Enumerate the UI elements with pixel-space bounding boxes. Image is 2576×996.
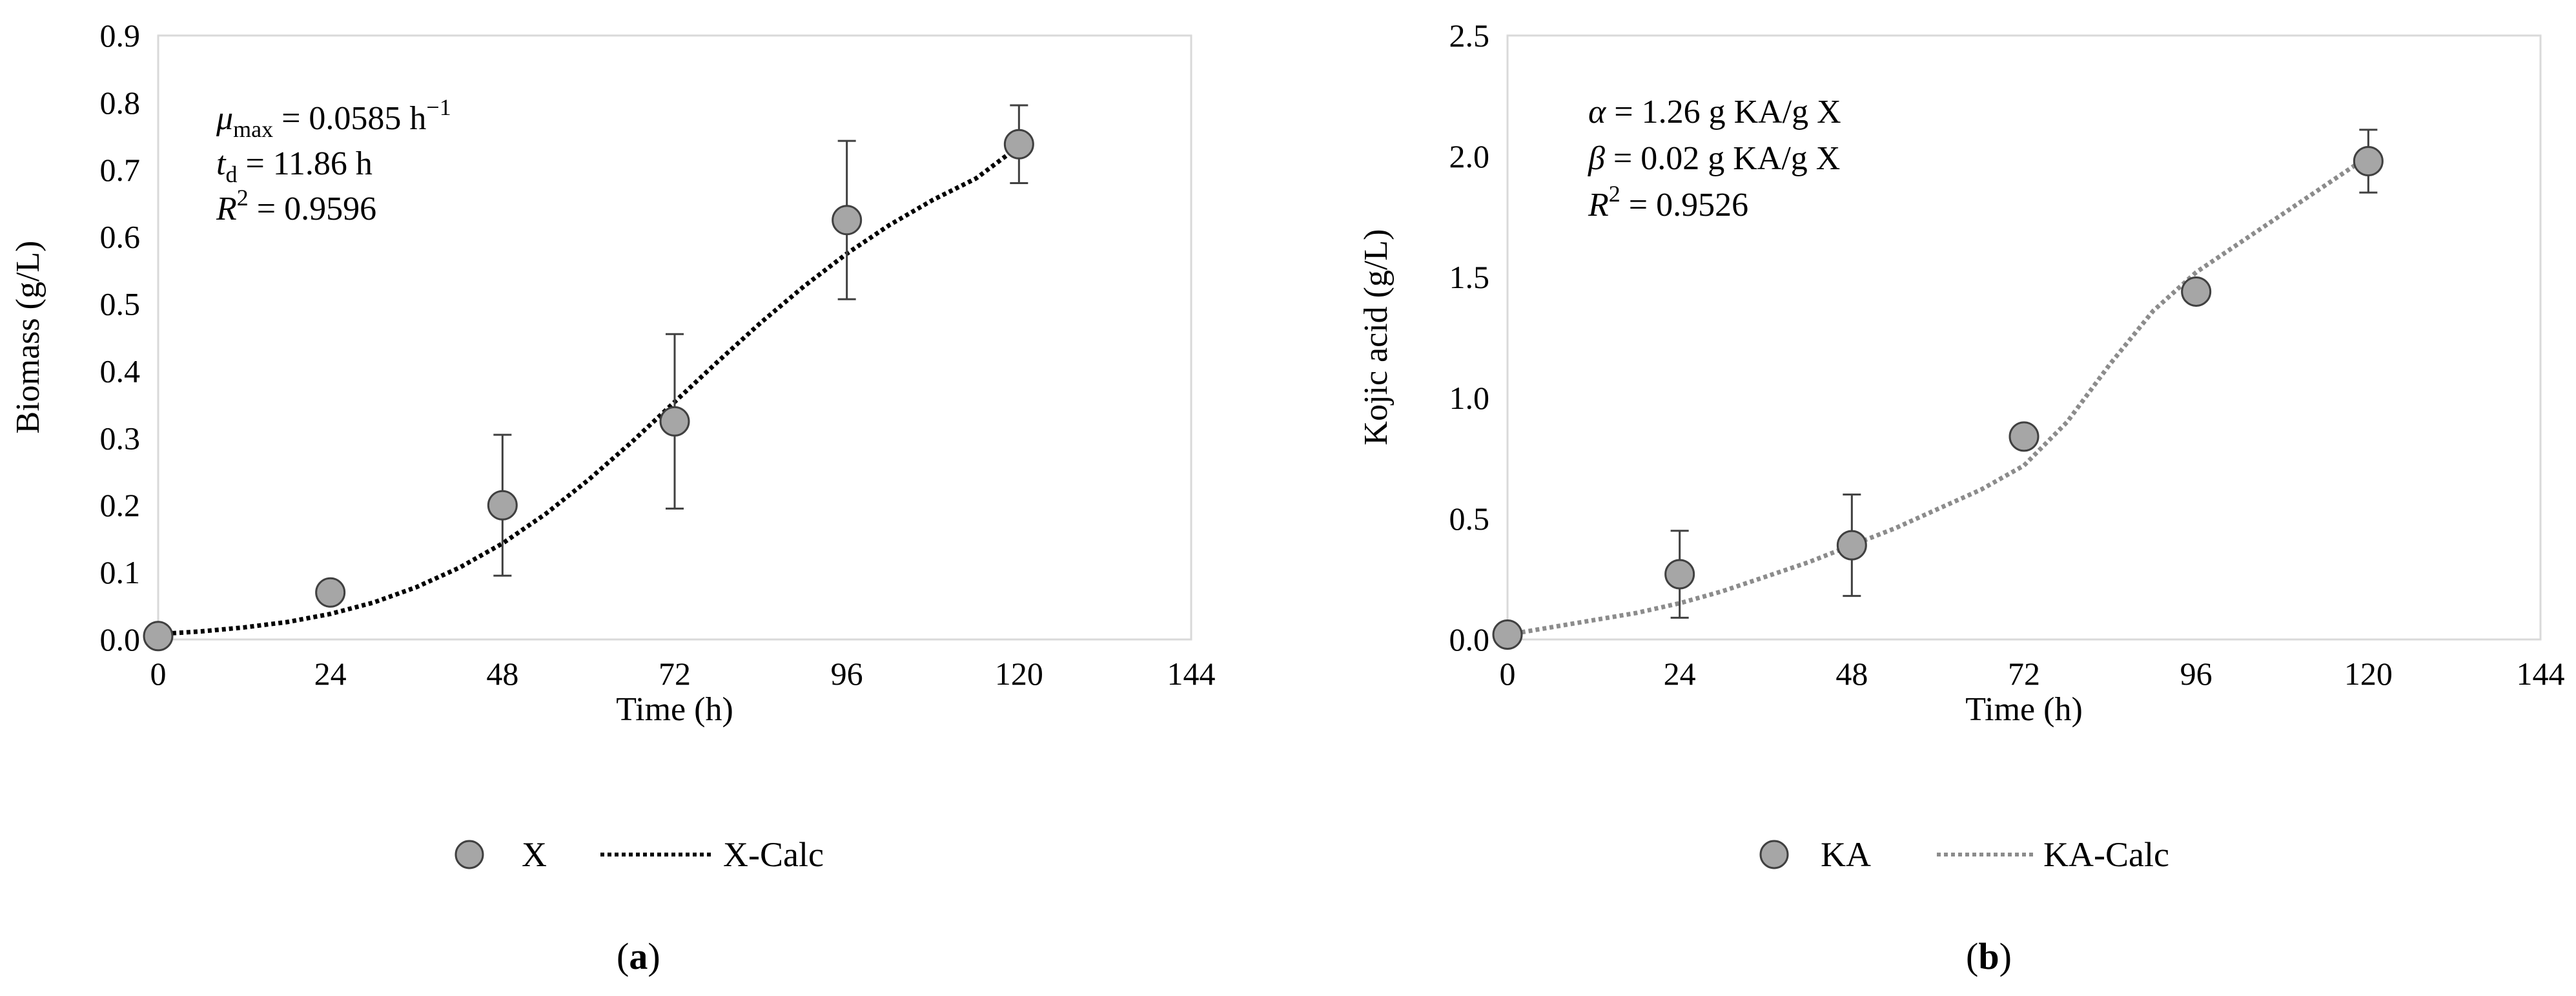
- fit-annotation: α = 1.26 g KA/g X β = 0.02 g KA/g X R2 =…: [1588, 94, 1841, 223]
- y-axis-title: Kojic acid (g/L): [1358, 229, 1395, 446]
- y-tick-label: 0.1: [100, 554, 141, 590]
- y-tick-label: 0.5: [100, 286, 141, 322]
- data-point: [659, 406, 690, 437]
- series-layer: [1492, 129, 2384, 650]
- tick-layer: 0 24 48 72 96 120 144 0.0 0.1 0.2 0.3 0.4 0.5 0.6 0.7 0…: [100, 17, 1216, 692]
- tick-layer: 0 24 48 72 96 120 144 0.0 0.5 1.0 1.5 2.0 2.5: [1449, 17, 2565, 692]
- x-tick-label: 96: [2180, 656, 2213, 692]
- y-tick-label: 0.9: [100, 17, 141, 54]
- data-point: [143, 621, 174, 652]
- x-tick-label: 0: [1500, 656, 1516, 692]
- x-axis-title: Time (h): [1965, 691, 2083, 728]
- fit-curve: [158, 144, 1021, 637]
- x-axis-title: Time (h): [616, 691, 733, 728]
- y-tick-label: 0.5: [1449, 501, 1490, 537]
- x-tick-label: 144: [1167, 656, 1216, 692]
- annotation-td: td = 11.86 h: [216, 145, 373, 187]
- annotation-r2: R2 = 0.9526: [1588, 181, 1748, 223]
- x-tick-label: 144: [2517, 656, 2565, 692]
- x-tick-label: 72: [2008, 656, 2040, 692]
- data-point: [1664, 559, 1695, 590]
- legend-marker-ka: [1759, 840, 1789, 869]
- x-tick-label: 72: [659, 656, 691, 692]
- annotation-r2: R2 = 0.9596: [216, 185, 376, 227]
- y-tick-label: 0.7: [100, 152, 141, 188]
- y-tick-label: 1.5: [1449, 259, 1490, 295]
- data-point: [2009, 421, 2039, 452]
- data-point: [1836, 530, 1867, 561]
- data-point: [2181, 276, 2212, 307]
- fit-curve: [1507, 154, 2370, 637]
- chart-panel-a: 0 24 48 72 96 120 144 0.0 0.1 0.2 0.3 0.4 0.5 0.6 0.7 0…: [10, 17, 1216, 977]
- y-tick-label: 0.0: [100, 621, 141, 658]
- legend-label-x: X: [522, 835, 547, 874]
- annotation-alpha: α = 1.26 g KA/g X: [1588, 94, 1841, 130]
- data-point: [832, 205, 863, 236]
- data-point: [1492, 619, 1523, 650]
- data-point: [2353, 145, 2384, 176]
- annotation-beta: β = 0.02 g KA/g X: [1588, 140, 1840, 177]
- y-tick-label: 2.5: [1449, 17, 1490, 54]
- y-tick-label: 0.8: [100, 85, 141, 121]
- x-tick-label: 120: [2344, 656, 2393, 692]
- series-layer: [143, 104, 1034, 652]
- x-tick-label: 96: [831, 656, 863, 692]
- data-point: [1003, 129, 1034, 160]
- chart-panel-b: 0 24 48 72 96 120 144 0.0 0.5 1.0 1.5 2.0 2.5 Time (…: [1358, 17, 2565, 977]
- panel-label-a: (a): [617, 935, 660, 977]
- legend-label-ka-calc: KA-Calc: [2043, 835, 2169, 874]
- y-tick-label: 2.0: [1449, 138, 1490, 174]
- x-tick-label: 24: [1664, 656, 1696, 692]
- data-point: [315, 577, 346, 608]
- legend: X X-Calc: [455, 835, 824, 874]
- legend: KA KA-Calc: [1759, 835, 2169, 874]
- x-tick-label: 120: [995, 656, 1043, 692]
- y-tick-label: 0.0: [1449, 621, 1490, 658]
- y-tick-label: 0.4: [100, 353, 141, 389]
- y-tick-label: 1.0: [1449, 380, 1490, 416]
- y-tick-label: 0.3: [100, 420, 141, 456]
- x-tick-label: 48: [1835, 656, 1868, 692]
- y-tick-label: 0.6: [100, 219, 141, 255]
- x-tick-label: 48: [486, 656, 518, 692]
- legend-label-ka: KA: [1821, 835, 1871, 874]
- y-axis-title: Biomass (g/L): [10, 241, 46, 434]
- legend-label-x-calc: X-Calc: [723, 835, 824, 874]
- panel-label-b: (b): [1966, 935, 2012, 977]
- data-point: [487, 490, 518, 521]
- x-tick-label: 24: [314, 656, 347, 692]
- x-tick-label: 0: [150, 656, 167, 692]
- annotation-mu-max: μmax = 0.0585 h−1: [216, 94, 451, 142]
- fit-annotation: μmax = 0.0585 h−1 td = 11.86 h R2 = 0.95…: [216, 94, 451, 227]
- legend-marker-x: [455, 840, 484, 869]
- y-tick-label: 0.2: [100, 487, 141, 523]
